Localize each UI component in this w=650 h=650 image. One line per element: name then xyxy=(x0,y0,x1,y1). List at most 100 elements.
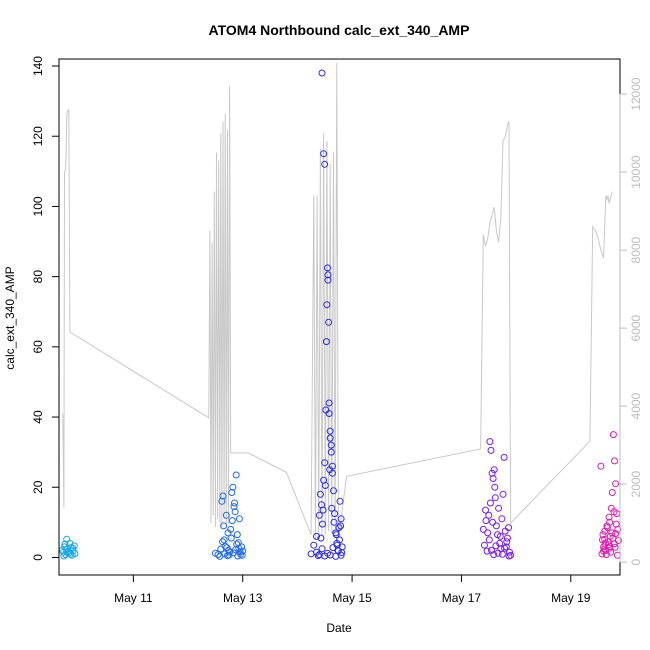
data-point xyxy=(330,487,337,495)
data-point xyxy=(325,318,333,326)
data-point xyxy=(318,545,326,553)
data-point xyxy=(503,534,511,542)
data-point xyxy=(319,506,327,514)
data-point xyxy=(325,399,333,407)
data-point xyxy=(491,483,499,491)
data-point xyxy=(483,547,491,555)
data-point xyxy=(486,499,494,507)
data-point xyxy=(324,264,331,272)
data-point xyxy=(499,490,507,498)
data-point xyxy=(486,438,494,446)
data-point xyxy=(498,515,506,523)
data-point xyxy=(314,552,322,560)
data-point xyxy=(235,515,243,523)
y-axis: 0 20 40 60 80 100 120 140 xyxy=(31,56,60,561)
data-point xyxy=(229,483,237,491)
data-point xyxy=(220,536,228,544)
data-point xyxy=(219,492,227,500)
data-point xyxy=(611,540,618,548)
data-point xyxy=(612,520,620,528)
data-point xyxy=(315,511,323,519)
data-point xyxy=(321,459,329,467)
data-point xyxy=(501,527,509,535)
y2-tick-label: 10000 xyxy=(629,155,643,189)
data-point xyxy=(500,453,508,461)
data-point xyxy=(605,544,613,552)
data-point xyxy=(230,503,238,511)
data-point xyxy=(332,531,340,539)
x-axis: May 11 May 13 May 15 May 17 May 19 xyxy=(114,574,591,605)
data-point xyxy=(235,544,243,552)
y2-tick-label: 8000 xyxy=(629,236,643,263)
data-point xyxy=(228,489,236,496)
data-point xyxy=(331,510,339,518)
data-point xyxy=(238,551,246,559)
data-point xyxy=(336,497,344,505)
y-tick-label: 140 xyxy=(31,56,45,76)
x-axis-label: Date xyxy=(326,621,352,635)
data-point xyxy=(318,69,326,77)
y2-axis: 0 2000 4000 6000 8000 10000 12000 xyxy=(619,77,643,565)
data-point xyxy=(605,513,613,521)
data-point xyxy=(219,538,226,546)
data-point xyxy=(491,494,499,502)
data-point xyxy=(609,431,617,439)
data-point xyxy=(337,522,345,530)
data-point xyxy=(220,522,228,530)
data-point xyxy=(61,540,69,548)
y-tick-label: 0 xyxy=(31,554,45,561)
data-point xyxy=(601,535,609,543)
x-tick-label: May 19 xyxy=(551,591,591,605)
data-point xyxy=(479,525,487,533)
data-point xyxy=(63,549,71,556)
data-point xyxy=(506,548,513,556)
x-tick-label: May 17 xyxy=(442,591,482,605)
data-point xyxy=(313,532,320,540)
data-point xyxy=(222,511,230,519)
y-tick-label: 40 xyxy=(31,410,45,424)
data-point xyxy=(327,448,335,456)
data-point xyxy=(498,550,506,558)
data-point xyxy=(490,466,498,474)
data-point xyxy=(234,552,242,560)
scatter-points-layer xyxy=(58,69,622,560)
data-point xyxy=(317,534,325,542)
x-tick-label: May 13 xyxy=(223,591,263,605)
x-tick-label: May 11 xyxy=(114,591,153,605)
data-point xyxy=(322,338,330,346)
data-point xyxy=(324,276,332,284)
y2-tick-label: 0 xyxy=(629,558,643,565)
y2-tick-label: 12000 xyxy=(629,77,643,111)
data-point xyxy=(600,547,608,555)
y-tick-label: 20 xyxy=(31,480,45,494)
data-point xyxy=(613,551,621,559)
y2-tick-label: 4000 xyxy=(629,392,643,419)
data-point xyxy=(214,551,222,559)
y-tick-label: 100 xyxy=(31,196,45,216)
data-point xyxy=(606,543,614,551)
data-point xyxy=(233,531,241,539)
data-point xyxy=(326,466,334,474)
data-point xyxy=(494,549,502,557)
data-point xyxy=(482,506,489,514)
data-point xyxy=(485,511,493,519)
data-point xyxy=(71,550,79,558)
data-point xyxy=(505,552,513,560)
data-point xyxy=(490,551,498,559)
y-tick-label: 120 xyxy=(31,126,45,146)
data-point xyxy=(218,497,226,505)
series-line xyxy=(62,62,613,539)
data-point xyxy=(608,529,616,537)
y2-tick-label: 6000 xyxy=(629,314,643,341)
data-point xyxy=(612,480,620,488)
data-point xyxy=(326,434,334,442)
data-point xyxy=(496,532,504,540)
data-point xyxy=(231,499,238,507)
data-point xyxy=(505,524,512,532)
data-point xyxy=(221,550,229,558)
data-point xyxy=(482,517,490,525)
data-point xyxy=(606,518,614,526)
data-point xyxy=(316,490,324,498)
data-point xyxy=(599,531,607,539)
